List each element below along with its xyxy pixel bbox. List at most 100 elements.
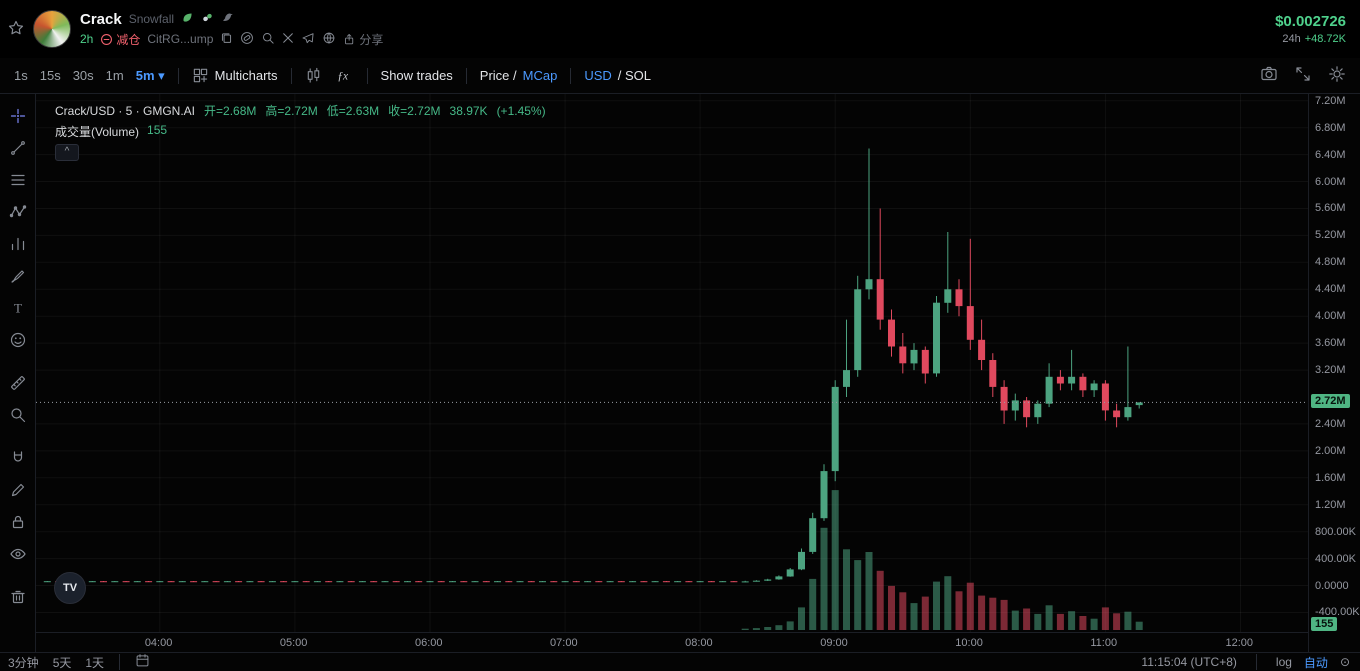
time-axis[interactable]: 04:00 05:00 06:00 07:00 08:00 09:00 10:00 11:00… xyxy=(36,632,1308,652)
usd-sol-toggle[interactable]: USD / SOL xyxy=(584,68,652,83)
show-trades-toggle[interactable]: Show trades xyxy=(380,68,453,83)
price-axis-label: 2.40M xyxy=(1315,417,1346,430)
candlestick-chart[interactable] xyxy=(36,94,1308,632)
pumpfun-icon[interactable] xyxy=(240,31,254,48)
chart-legend: Crack/USD · 5 · GMGN.AI 开=2.68M 高=2.72M … xyxy=(55,102,546,119)
current-price-badge: 2.72M xyxy=(1311,394,1350,409)
pattern-tool-icon[interactable] xyxy=(4,198,32,226)
ohlc-open: 开=2.68M xyxy=(204,104,257,118)
current-volume-badge: 155 xyxy=(1311,617,1338,631)
hide-eye-tool-icon[interactable] xyxy=(4,540,32,568)
change-period: 24h xyxy=(1282,33,1301,45)
forecast-tool-icon[interactable] xyxy=(4,230,32,258)
ohlc-close: 收=2.72M xyxy=(388,104,441,118)
search-icon[interactable] xyxy=(261,31,275,48)
price-axis-label: 3.20M xyxy=(1315,364,1346,377)
timeframe-15s[interactable]: 15s xyxy=(39,68,61,83)
chart-toolbar: 1s 15s 30s 1m 5m ▾ Multicharts ƒx Show trade… xyxy=(0,58,1360,94)
screenshot-camera-icon[interactable] xyxy=(1260,65,1278,86)
token-age: 2h xyxy=(80,32,94,46)
zoom-tool-icon[interactable] xyxy=(4,401,32,429)
price-mcap-toggle[interactable]: Price / MCap xyxy=(479,68,558,83)
clock-utc[interactable]: 11:15:04 (UTC+8) xyxy=(1141,655,1237,669)
brush-tool-icon[interactable] xyxy=(4,262,32,290)
magnet-tool-icon[interactable] xyxy=(4,444,32,472)
change-value: +48.72K xyxy=(1304,33,1346,45)
timeframe-1s[interactable]: 1s xyxy=(14,68,28,83)
price-axis-label: 1.60M xyxy=(1315,471,1346,484)
trendline-tool-icon[interactable] xyxy=(4,134,32,162)
token-name: Crack xyxy=(80,10,122,28)
tradingview-logo[interactable]: TV xyxy=(54,572,86,604)
fullscreen-icon[interactable] xyxy=(1294,65,1312,86)
drawing-toolbar: T xyxy=(0,94,36,652)
range-5天[interactable]: 5天 xyxy=(52,655,72,670)
auto-scale-toggle[interactable]: 自动 xyxy=(1303,655,1328,670)
time-axis-label: 07:00 xyxy=(550,637,578,649)
change-percent: (+1.45%) xyxy=(496,103,546,118)
crosshair-tool-icon[interactable] xyxy=(4,102,32,130)
pill-emoji-icon xyxy=(201,11,214,27)
bird-icon xyxy=(221,11,234,27)
price-axis-label: 5.60M xyxy=(1315,202,1346,215)
price-axis-label: 4.40M xyxy=(1315,283,1346,296)
share-button[interactable]: 分享 xyxy=(343,31,383,48)
text-tool-icon[interactable]: T xyxy=(4,294,32,322)
log-scale-toggle[interactable]: log xyxy=(1275,655,1292,669)
copy-icon[interactable] xyxy=(220,31,233,47)
price-axis-label: 3.60M xyxy=(1315,337,1346,350)
volume-legend: 成交量(Volume) 155 xyxy=(55,123,167,140)
reset-scale-icon[interactable]: ⊙ xyxy=(1339,655,1350,669)
chart-grid xyxy=(36,94,1308,632)
fib-tool-icon[interactable] xyxy=(4,166,32,194)
timeframe-30s[interactable]: 30s xyxy=(72,68,94,83)
divider xyxy=(366,67,368,84)
divider xyxy=(1255,654,1257,670)
trash-tool-icon[interactable] xyxy=(4,583,32,611)
volume-label: 成交量(Volume) xyxy=(55,125,140,139)
range-1天[interactable]: 1天 xyxy=(85,655,105,670)
price-axis-label: 6.00M xyxy=(1315,175,1346,188)
x-twitter-icon[interactable] xyxy=(282,32,294,47)
price-axis[interactable]: 2.72M 155 7.20M 6.80M 6.40M 6.00M 5.60M 5.20M… xyxy=(1308,94,1360,652)
calendar-icon[interactable] xyxy=(135,653,150,671)
time-axis-label: 10:00 xyxy=(955,637,983,649)
token-header: Crack Snowfall 2h 减仓 xyxy=(0,0,1360,58)
indicators-button[interactable]: ƒx xyxy=(328,64,360,87)
divider xyxy=(570,67,572,84)
timeframe-1m[interactable]: 1m xyxy=(105,68,124,83)
chart-area: Crack/USD · 5 · GMGN.AI 开=2.68M 高=2.72M … xyxy=(36,94,1308,632)
range-3分钟[interactable]: 3分钟 xyxy=(8,655,39,670)
contract-address[interactable]: CitRG...ump xyxy=(147,32,214,46)
turnover-value: 38.97K xyxy=(449,103,488,118)
ruler-tool-icon[interactable] xyxy=(4,369,32,397)
time-axis-label: 08:00 xyxy=(685,637,713,649)
multicharts-button[interactable]: Multicharts xyxy=(186,64,284,87)
token-label: Snowfall xyxy=(128,12,175,26)
timeframe-5m[interactable]: 5m ▾ xyxy=(135,67,165,83)
token-avatar[interactable] xyxy=(33,10,71,48)
emoji-tool-icon[interactable] xyxy=(4,326,32,354)
price-axis-label: 4.80M xyxy=(1315,256,1346,269)
telegram-icon[interactable] xyxy=(301,31,315,48)
position-tag[interactable]: 减仓 xyxy=(100,31,140,48)
series-title[interactable]: Crack/USD · 5 · GMGN.AI xyxy=(55,103,196,118)
website-globe-icon[interactable] xyxy=(322,31,336,48)
collapse-volume-button[interactable]: ^ xyxy=(55,144,79,161)
range-buttons: 3分钟 5天 1天 xyxy=(8,654,104,671)
draw-pencil-tool-icon[interactable] xyxy=(4,476,32,504)
price-axis-label: 5.20M xyxy=(1315,229,1346,242)
settings-gear-icon[interactable] xyxy=(1328,65,1346,86)
timeframe-group: 1s 15s 30s 1m 5m ▾ xyxy=(8,65,171,87)
candle-style-button[interactable] xyxy=(299,64,328,87)
candles xyxy=(43,148,1143,583)
svg-text:ƒx: ƒx xyxy=(337,70,348,82)
status-bar: 3分钟 5天 1天 11:15:04 (UTC+8) log 自动 ⊙ xyxy=(0,652,1360,671)
favorite-star-icon[interactable] xyxy=(8,20,24,39)
divider xyxy=(119,654,121,670)
lock-tool-icon[interactable] xyxy=(4,508,32,536)
divider xyxy=(290,67,292,84)
price-axis-label: 1.20M xyxy=(1315,498,1346,511)
volume-bars xyxy=(741,490,1143,630)
time-axis-label: 12:00 xyxy=(1225,637,1253,649)
